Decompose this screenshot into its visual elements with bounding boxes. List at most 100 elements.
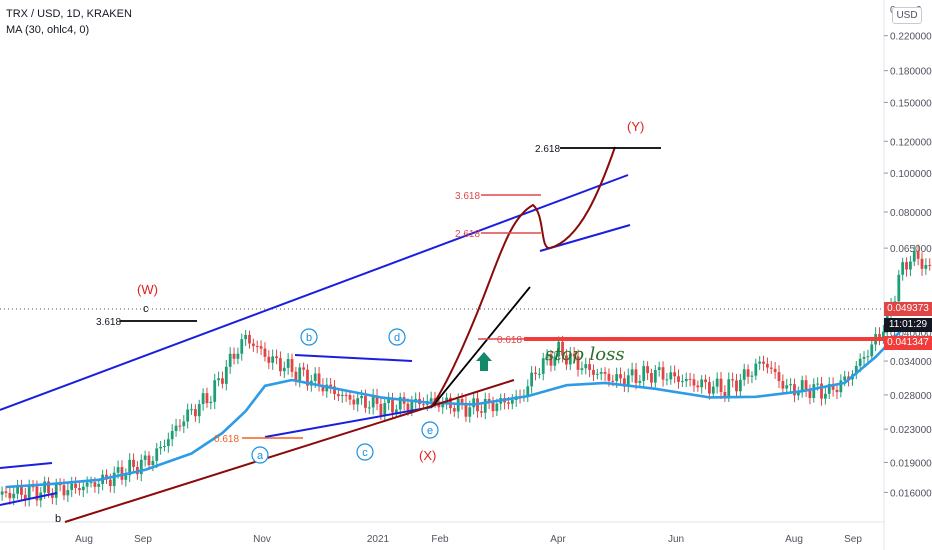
candle-body bbox=[217, 378, 220, 381]
candle-body bbox=[781, 381, 785, 389]
candle-body bbox=[785, 385, 789, 389]
wave-d-circle bbox=[388, 328, 406, 346]
candle-body bbox=[20, 486, 23, 495]
candle-body bbox=[862, 357, 866, 359]
candle-body bbox=[623, 378, 626, 387]
candle-body bbox=[445, 397, 449, 403]
candle-body bbox=[232, 353, 236, 359]
candle-body bbox=[704, 379, 707, 383]
candle-body bbox=[665, 379, 669, 381]
candle-body bbox=[456, 398, 460, 412]
wave-d-label: d bbox=[394, 332, 400, 344]
candle-body bbox=[294, 371, 298, 381]
candle-body bbox=[340, 394, 344, 397]
wave-c-label: c bbox=[362, 447, 368, 459]
y-tick-label: 0.040000 bbox=[890, 329, 932, 340]
candle-body bbox=[561, 341, 564, 356]
candle-body bbox=[16, 486, 19, 494]
candle-body bbox=[279, 358, 282, 372]
candle-body bbox=[595, 373, 599, 375]
candle-body bbox=[812, 384, 816, 398]
candle-body bbox=[228, 353, 232, 367]
breakout-line bbox=[431, 286, 531, 408]
candle-body bbox=[128, 459, 132, 476]
wave-e-label: e bbox=[427, 425, 433, 437]
x-tick-label: Jun bbox=[668, 534, 684, 545]
currency-button[interactable]: USD bbox=[892, 7, 922, 24]
short-trend-line bbox=[0, 462, 53, 469]
candle-body bbox=[159, 446, 162, 449]
candle-body bbox=[858, 358, 862, 366]
candle-body bbox=[584, 364, 588, 369]
fib-0618-left-label: 0.618 bbox=[214, 434, 239, 445]
wave-b-label: b bbox=[306, 332, 312, 344]
candle-body bbox=[120, 467, 124, 480]
candle-body bbox=[166, 439, 170, 447]
candle-body bbox=[367, 407, 371, 409]
candle-body bbox=[379, 403, 383, 416]
x-tick-label: 2021 bbox=[367, 534, 390, 545]
wave-c-black-label: c bbox=[143, 303, 149, 315]
candle-body bbox=[182, 421, 186, 427]
candle-body bbox=[151, 460, 155, 466]
candle-body bbox=[290, 359, 294, 372]
candle-body bbox=[607, 373, 611, 381]
candle-body bbox=[700, 379, 704, 388]
candle-body bbox=[186, 409, 190, 422]
candle-body bbox=[727, 379, 731, 397]
candle-body bbox=[715, 378, 719, 387]
candle-body bbox=[108, 479, 112, 487]
candle-body bbox=[58, 484, 62, 486]
candle-body bbox=[870, 344, 874, 357]
candle-body bbox=[653, 369, 657, 383]
candle-body bbox=[750, 375, 754, 377]
candle-body bbox=[383, 403, 387, 416]
candle-body bbox=[197, 404, 201, 417]
candle-body bbox=[422, 404, 425, 406]
candle-body bbox=[132, 459, 135, 467]
candle-body bbox=[534, 372, 537, 374]
bd-trend-line bbox=[294, 354, 413, 362]
candle-body bbox=[661, 367, 665, 380]
candle-body bbox=[680, 381, 684, 383]
candle-body bbox=[255, 346, 259, 348]
candle-body bbox=[259, 346, 263, 349]
candle-body bbox=[611, 380, 615, 382]
candle-body bbox=[244, 334, 248, 340]
fib-2618-top-label: 2.618 bbox=[535, 144, 560, 155]
candle-body bbox=[669, 372, 673, 380]
candle-body bbox=[491, 402, 495, 412]
candle-body bbox=[472, 398, 476, 408]
wave-e-circle bbox=[421, 421, 439, 439]
x-tick-label: Sep bbox=[844, 534, 862, 545]
candle-body bbox=[708, 382, 711, 394]
candle-body bbox=[510, 399, 514, 404]
candle-body bbox=[12, 493, 16, 499]
candle-body bbox=[742, 369, 746, 380]
candle-body bbox=[47, 481, 50, 494]
candle-body bbox=[240, 339, 244, 354]
fib-3618-right-label: 3.618 bbox=[455, 191, 480, 202]
candle-body bbox=[174, 425, 178, 431]
ace-trend-line bbox=[264, 406, 433, 438]
candle-body bbox=[777, 372, 781, 382]
indicator-label: MA (30, ohlc4, 0) bbox=[6, 24, 90, 36]
candle-body bbox=[820, 383, 823, 399]
candle-body bbox=[213, 380, 217, 402]
candle-body bbox=[696, 385, 700, 388]
candle-body bbox=[460, 398, 464, 403]
candle-body bbox=[124, 475, 128, 480]
candle-body bbox=[773, 368, 777, 373]
candle-body bbox=[398, 397, 402, 410]
candle-body bbox=[394, 409, 398, 413]
candle-body bbox=[70, 483, 74, 491]
candle-body bbox=[286, 359, 290, 368]
candle-body bbox=[650, 373, 653, 383]
projected-wave-path bbox=[431, 146, 616, 407]
candle-body bbox=[43, 481, 47, 493]
candle-body bbox=[711, 386, 715, 394]
candle-body bbox=[329, 384, 333, 387]
candle-body bbox=[688, 378, 692, 380]
candle-body bbox=[348, 395, 352, 400]
